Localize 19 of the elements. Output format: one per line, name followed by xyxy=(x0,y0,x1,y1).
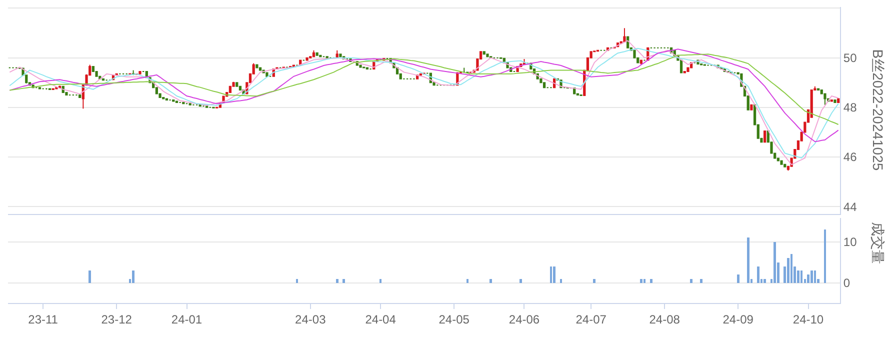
y-tick-label: 0 xyxy=(843,276,850,290)
x-tick-label: 24-01 xyxy=(171,312,202,326)
x-tick-label: 24-03 xyxy=(295,312,326,326)
x-tick-label: 24-05 xyxy=(438,312,470,326)
x-tick-label: 24-07 xyxy=(576,312,607,326)
x-tick-label: 23-12 xyxy=(101,312,132,326)
y-axis-title: 成交量 xyxy=(870,222,886,264)
y-tick-label: 44 xyxy=(843,200,858,214)
y-tick-label: 10 xyxy=(843,235,858,250)
x-tick-label: 24-10 xyxy=(792,312,824,326)
y-tick-label: 46 xyxy=(843,150,858,164)
x-tick-label: 24-04 xyxy=(365,312,396,326)
x-tick-label: 24-08 xyxy=(649,312,680,326)
y-tick-label: 50 xyxy=(843,51,858,66)
y-tick-label: 48 xyxy=(843,100,858,115)
x-tick-label: 24-09 xyxy=(722,312,754,326)
y-axis-title: B丝2022-20241025 xyxy=(870,49,886,171)
x-tick-label: 23-11 xyxy=(28,312,58,326)
x-tick-label: 24-06 xyxy=(508,312,540,326)
